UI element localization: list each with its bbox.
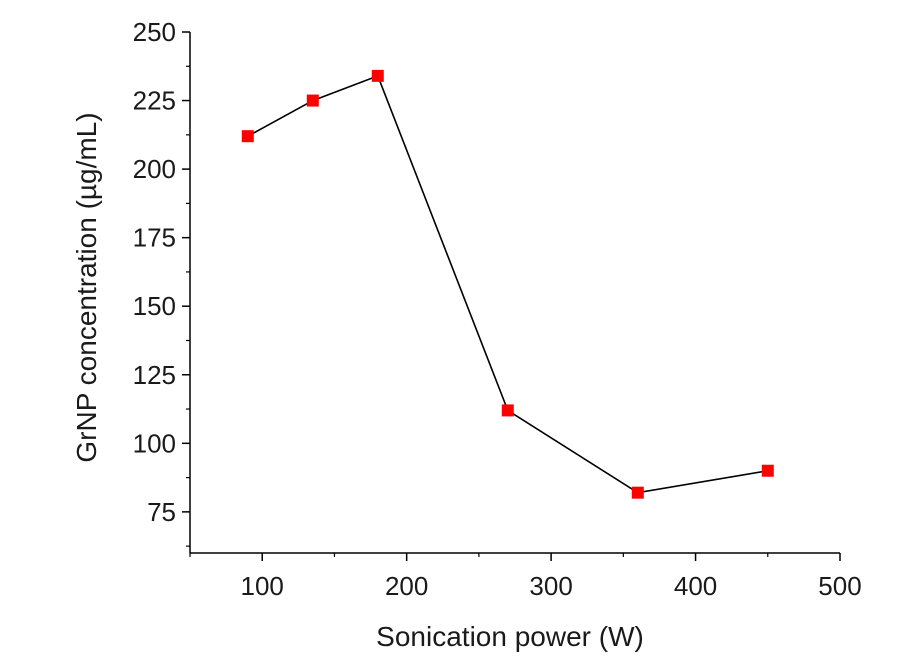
y-tick-label: 200 [133, 154, 176, 184]
y-tick-label: 175 [133, 223, 176, 253]
y-tick-label: 100 [133, 428, 176, 458]
x-axis-label: Sonication power (W) [376, 621, 644, 652]
x-tick-label: 300 [529, 571, 572, 601]
x-tick-label: 400 [674, 571, 717, 601]
data-point-marker [761, 464, 774, 477]
series-line [247, 74, 768, 494]
y-tick-label: 225 [133, 86, 176, 116]
y-tick-label: 250 [133, 17, 176, 47]
y-axis-label: GrNP concentration (µg/mL) [71, 112, 102, 462]
data-point-marker [306, 94, 319, 107]
y-tick-label: 75 [147, 497, 176, 527]
ticks: 75 100 125 150 175 200 225 250 100 200 300 400 500 [133, 17, 862, 601]
data-point-marker [371, 69, 384, 82]
x-tick-label: 500 [818, 571, 861, 601]
data-point-marker [631, 486, 644, 499]
x-tick-label: 200 [385, 571, 428, 601]
y-tick-label: 150 [133, 291, 176, 321]
x-tick-label: 100 [241, 571, 284, 601]
data-point-marker [501, 404, 514, 417]
y-tick-label: 125 [133, 360, 176, 390]
axes [189, 32, 840, 554]
series-layer [241, 69, 774, 499]
data-point-marker [241, 130, 254, 143]
